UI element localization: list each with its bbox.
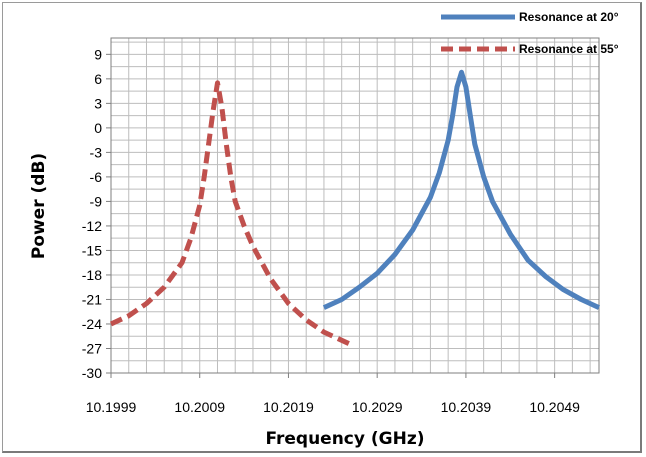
x-tick-label: 10.2039 — [441, 399, 492, 415]
y-tick-label: -30 — [82, 365, 102, 381]
y-tick-label: 6 — [94, 71, 102, 87]
y-tick-label: -15 — [82, 242, 102, 258]
x-axis-title: Frequency (GHz) — [265, 429, 424, 449]
series-line-resonance-55 — [109, 80, 352, 347]
chart-frame: -30 -27 -24 -21 -18 -15 -12 -9 -6 -3 0 3 6 9 10.1999 1… — [2, 2, 642, 453]
y-tick-label: 9 — [94, 46, 102, 62]
x-tick-label: 10.2049 — [529, 399, 580, 415]
x-tick-label: 10.1999 — [86, 399, 137, 415]
x-tick-labels: 10.1999 10.2009 10.2019 10.2029 10.2039 10.20… — [86, 373, 580, 415]
y-tick-label: -18 — [82, 267, 102, 283]
x-tick-label: 10.2019 — [263, 399, 314, 415]
y-tick-label: -9 — [90, 193, 103, 209]
y-tick-label: -24 — [82, 316, 102, 332]
x-tick-label: 10.2029 — [352, 399, 403, 415]
legend: Resonance at 20° Resonance at 55° — [441, 10, 619, 56]
legend-label-resonance-55: Resonance at 55° — [519, 42, 619, 56]
grid — [110, 38, 599, 374]
y-tick-label: -21 — [82, 291, 102, 307]
series-line-resonance-20 — [322, 69, 601, 310]
y-tick-label: 3 — [94, 95, 102, 111]
y-tick-label: -12 — [82, 218, 102, 234]
y-tick-label: -27 — [82, 340, 102, 356]
y-tick-label: -6 — [90, 169, 103, 185]
y-axis-title: Power (dB) — [29, 153, 49, 259]
plot-area-border — [110, 37, 600, 374]
series-layer — [109, 69, 601, 347]
legend-label-resonance-20: Resonance at 20° — [519, 10, 619, 24]
y-tick-label: 0 — [94, 120, 102, 136]
y-tick-label: -3 — [90, 144, 103, 160]
x-tick-label: 10.2009 — [174, 399, 225, 415]
